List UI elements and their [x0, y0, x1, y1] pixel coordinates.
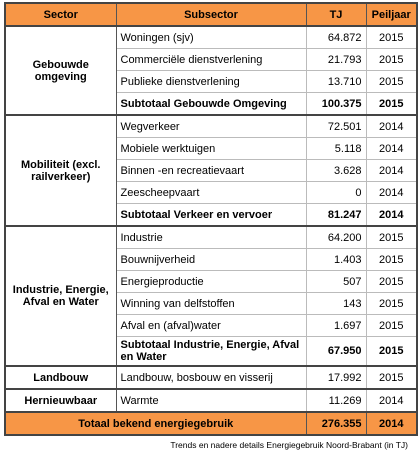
data-row: Winning van delfstoffen 143 2015 — [5, 292, 418, 315]
year-cell: 2015 — [365, 92, 418, 116]
tj-cell: 5.118 — [305, 137, 367, 160]
tj-cell: 507 — [305, 270, 367, 293]
subsector-cell: Energieproductie — [115, 270, 307, 293]
year-cell: 2014 — [365, 159, 418, 182]
year-cell: 2015 — [365, 248, 418, 271]
tj-cell: 1.697 — [305, 314, 367, 337]
year-cell: 2014 — [365, 388, 418, 413]
tj-cell: 11.269 — [305, 388, 367, 413]
subsector-cell: Zeescheepvaart — [115, 181, 307, 204]
data-row: Mobiele werktuigen 5.118 2014 — [5, 137, 418, 160]
subsector-cell: Wegverkeer — [115, 114, 307, 138]
table-container: Sector Subsector TJ Peiljaar Gebouwde om… — [4, 2, 418, 450]
tj-cell: 143 — [305, 292, 367, 315]
data-row: Commerciële dienstverlening 21.793 2015 — [5, 48, 418, 71]
subsector-cell: Subtotaal Industrie, Energie, Afval en W… — [115, 336, 307, 367]
sector-cell: Landbouw — [4, 365, 117, 390]
header-cell: Subsector — [115, 2, 307, 27]
total-tj: 276.355 — [305, 411, 367, 436]
year-cell: 2014 — [365, 181, 418, 204]
table-body: Gebouwde omgeving Woningen (sjv) 64.872 201… — [4, 25, 418, 436]
subsector-cell: Bouwnijverheid — [115, 248, 307, 271]
data-row: Gebouwde omgeving Woningen (sjv) 64.872 201… — [4, 25, 418, 116]
subsector-cell: Subtotaal Gebouwde Omgeving — [115, 92, 307, 116]
tj-cell: 81.247 — [305, 203, 367, 227]
tj-cell: 67.950 — [305, 336, 367, 367]
subsector-cell: Industrie — [115, 225, 307, 249]
data-row: Binnen -en recreatievaart 3.628 2014 — [5, 159, 418, 182]
tj-cell: 13.710 — [305, 70, 367, 93]
tj-cell: 72.501 — [305, 114, 367, 138]
subsector-cell: Subtotaal Verkeer en vervoer — [115, 203, 307, 227]
subsector-cell: Publieke dienstverlening — [115, 70, 307, 93]
year-cell: 2015 — [365, 336, 418, 367]
sector-cell: Hernieuwbaar — [4, 388, 117, 413]
subsector-cell: Landbouw, bosbouw en visserij — [115, 365, 307, 390]
header-row: Sector Subsector TJ Peiljaar — [4, 2, 418, 27]
subsector-cell: Commerciële dienstverlening — [115, 48, 307, 71]
tj-cell: 0 — [305, 181, 367, 204]
year-cell: 2015 — [365, 314, 418, 337]
total-row: Totaal bekend energiegebruik 276.355 2014 — [4, 411, 418, 436]
total-year: 2014 — [365, 411, 418, 436]
subsector-cell: Winning van delfstoffen — [115, 292, 307, 315]
data-row: Afval en (afval)water 1.697 2015 — [5, 314, 418, 337]
subsector-cell: Woningen (sjv) — [115, 25, 307, 49]
data-row: Mobiliteit (excl. railverkeer) Wegverkeer… — [4, 114, 418, 227]
energy-table: Sector Subsector TJ Peiljaar Gebouwde om… — [4, 2, 418, 436]
header-cell: Sector — [4, 2, 117, 27]
subtotal-row: Subtotaal Industrie, Energie, Afval en W… — [5, 336, 418, 367]
sector-cell: Mobiliteit (excl. railverkeer) — [4, 114, 117, 227]
data-row: Industrie, Energie, Afval en Water Indust… — [4, 225, 418, 367]
total-label: Totaal bekend energiegebruik — [4, 411, 307, 436]
data-row: Zeescheepvaart 0 2014 — [5, 181, 418, 204]
tj-cell: 3.628 — [305, 159, 367, 182]
tj-cell: 64.200 — [305, 225, 367, 249]
sector-cell: Industrie, Energie, Afval en Water — [4, 225, 117, 367]
sector-cell: Gebouwde omgeving — [4, 25, 117, 116]
subsector-cell: Warmte — [115, 388, 307, 413]
year-cell: 2015 — [365, 270, 418, 293]
caption: Trends en nadere details Energiegebruik … — [170, 440, 408, 450]
year-cell: 2015 — [365, 48, 418, 71]
data-row: Landbouw Landbouw, bosbouw en visserij 17.… — [4, 365, 418, 390]
tj-cell: 21.793 — [305, 48, 367, 71]
data-row: Hernieuwbaar Warmte 11.269 2014 — [4, 388, 418, 413]
header-cell: Peiljaar — [365, 2, 418, 27]
subsector-cell: Afval en (afval)water — [115, 314, 307, 337]
year-cell: 2014 — [365, 137, 418, 160]
data-row: Energieproductie 507 2015 — [5, 270, 418, 293]
tj-cell: 1.403 — [305, 248, 367, 271]
subsector-cell: Mobiele werktuigen — [115, 137, 307, 160]
subsector-cell: Binnen -en recreatievaart — [115, 159, 307, 182]
tj-cell: 100.375 — [305, 92, 367, 116]
year-cell: 2014 — [365, 203, 418, 227]
data-row: Publieke dienstverlening 13.710 2015 — [5, 70, 418, 93]
year-cell: 2015 — [365, 292, 418, 315]
tj-cell: 64.872 — [305, 25, 367, 49]
year-cell: 2015 — [365, 25, 418, 49]
tj-cell: 17.992 — [305, 365, 367, 390]
year-cell: 2015 — [365, 70, 418, 93]
year-cell: 2015 — [365, 365, 418, 390]
data-row: Bouwnijverheid 1.403 2015 — [5, 248, 418, 271]
year-cell: 2014 — [365, 114, 418, 138]
header-cell: TJ — [305, 2, 367, 27]
year-cell: 2015 — [365, 225, 418, 249]
